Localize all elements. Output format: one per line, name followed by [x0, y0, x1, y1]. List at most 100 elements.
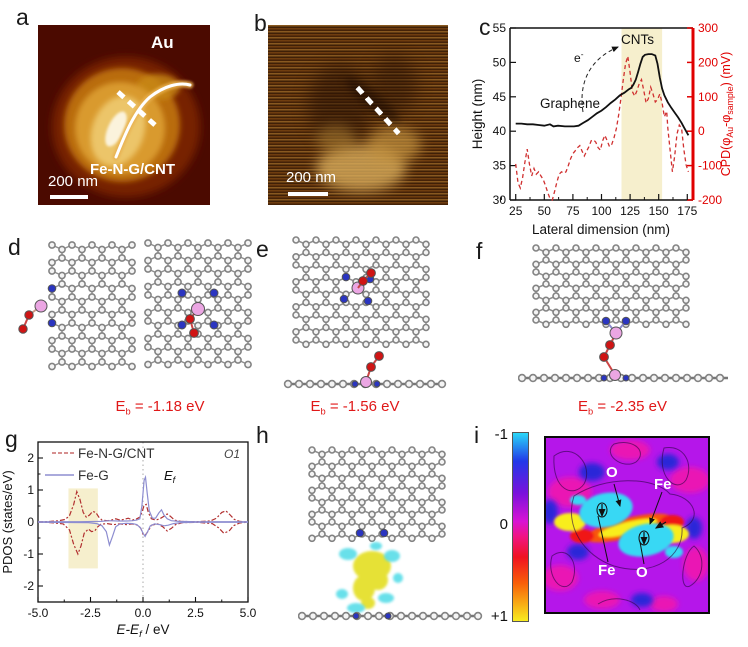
eb-subscript: b	[588, 406, 594, 417]
highlight-band	[68, 488, 98, 569]
n-atom	[209, 288, 219, 298]
panel-letter-g: g	[5, 426, 18, 452]
o-atom	[605, 340, 615, 350]
y-tick-label: -2	[23, 579, 34, 593]
x-tick-label: 125	[620, 204, 640, 218]
n-atom	[363, 296, 373, 306]
legend-label: Fe-N-G/CNT	[78, 446, 155, 461]
n-atom	[621, 316, 631, 326]
panel-letter-a: a	[16, 4, 29, 30]
x-tick-label: 175	[677, 204, 697, 218]
o-atom	[358, 276, 368, 286]
x-tick-label: -5.0	[28, 606, 49, 620]
pdos-curve	[38, 474, 248, 523]
y-left-tick-label: 30	[493, 193, 507, 207]
map-label-o-bottom: O	[636, 564, 648, 581]
o-atom	[366, 362, 376, 372]
n-atom	[384, 612, 392, 620]
y-right-tick-label: 0	[698, 124, 705, 138]
eb-value: = -2.35 eV	[593, 398, 667, 415]
y-right-tick-label: 100	[698, 90, 718, 104]
n-atom	[600, 374, 608, 382]
panel-g-pdos-chart: -2 -1 0 1 2 -5.0 -2.5 0.0 2.5 5.0 Fe-N-G/CNT Fe-G O1…	[0, 441, 257, 640]
fe-atom	[360, 376, 372, 388]
panel-letter-d: d	[8, 234, 21, 260]
orbital-label: O1	[224, 447, 240, 461]
x-tick-label: 0.0	[135, 606, 152, 620]
cpd-curve	[515, 56, 690, 202]
charge-depletion-blob	[336, 542, 403, 613]
o-atom	[18, 324, 28, 334]
electron-transfer-arrow	[581, 46, 619, 113]
o-atom	[189, 328, 199, 338]
afm-flake-graphic	[52, 57, 200, 197]
n-atom	[47, 318, 57, 328]
x-tick-label: 150	[649, 204, 669, 218]
x-tick-label: 75	[566, 204, 580, 218]
colorbar-tick-mid: 0	[499, 516, 508, 533]
y-right-tick-label: 200	[698, 55, 718, 69]
o-atom	[366, 268, 376, 278]
n-atom	[341, 272, 351, 282]
y-right-tick-label: -200	[698, 193, 722, 207]
graphene-annotation: Graphene	[540, 96, 600, 111]
fe-atom	[191, 302, 205, 316]
legend-label: Fe-G	[78, 468, 109, 483]
density-map-graphic	[544, 436, 710, 614]
x-tick-label: -2.5	[80, 606, 101, 620]
fe-atom	[609, 369, 621, 381]
electron-annotation: e-	[574, 49, 584, 65]
panel-e-structure	[283, 236, 447, 389]
panel-b-kpfm-image: 200 nm	[268, 25, 448, 205]
carbon-lattice	[292, 236, 430, 349]
n-atom	[351, 380, 359, 388]
map-label-fe-bottom: Fe	[598, 562, 616, 579]
highlight-band	[621, 28, 663, 200]
map-label-fe-top: Fe	[654, 476, 672, 493]
pdos-curve	[37, 521, 248, 548]
eb-subscript: b	[125, 406, 131, 417]
x-tick-label: 2.5	[187, 606, 204, 620]
x-tick-label: 50	[538, 204, 552, 218]
scalebar-label-a: 200 nm	[48, 173, 99, 190]
o-atom	[374, 351, 384, 361]
charge-accumulation-blob	[353, 551, 391, 609]
y-left-axis-label: Height (nm)	[470, 79, 485, 150]
flake-core-blob	[105, 111, 127, 147]
eb-subscript: b	[320, 406, 326, 417]
y-left-tick-label: 35	[493, 159, 507, 173]
n-atom	[352, 612, 360, 620]
panel-letter-f: f	[476, 238, 483, 264]
n-atom	[622, 374, 630, 382]
y-left-tick-label: 45	[493, 90, 507, 104]
eb-symbol: E	[578, 398, 589, 415]
panel-h-structure	[298, 446, 483, 621]
y-right-tick-label: 300	[698, 21, 718, 35]
texture-light-blob	[316, 125, 356, 153]
height-curve	[515, 53, 690, 136]
n-atom	[373, 380, 381, 388]
map-contour-lines	[550, 442, 703, 611]
au-label: Au	[151, 33, 174, 52]
panel-letter-b: b	[254, 10, 267, 36]
n-atom	[177, 288, 187, 298]
n-atom	[209, 320, 219, 330]
carbon-lattice	[48, 241, 136, 371]
map-spin-markers	[596, 502, 667, 546]
panel-f-structure	[518, 244, 728, 383]
fe-atom	[609, 326, 623, 340]
binding-energy-caption-f: Eb = -2.35 eV	[530, 398, 715, 416]
n-atom	[355, 528, 365, 538]
fe-atom	[34, 299, 48, 313]
y-right-axis-label: CPD(φAu-φsample) (mV)	[719, 52, 735, 177]
n-atom	[47, 284, 57, 293]
eb-symbol: E	[310, 398, 321, 415]
n-atom	[339, 294, 349, 304]
n-atom	[177, 320, 187, 330]
x-tick-label: 25	[509, 204, 523, 218]
y-left-tick-label: 40	[493, 124, 507, 138]
panel-d-structure	[18, 239, 252, 371]
x-axis-label: E-Ef / eV	[117, 622, 170, 640]
map-pointer-lines	[597, 483, 663, 565]
carbon-lattice	[532, 244, 690, 329]
